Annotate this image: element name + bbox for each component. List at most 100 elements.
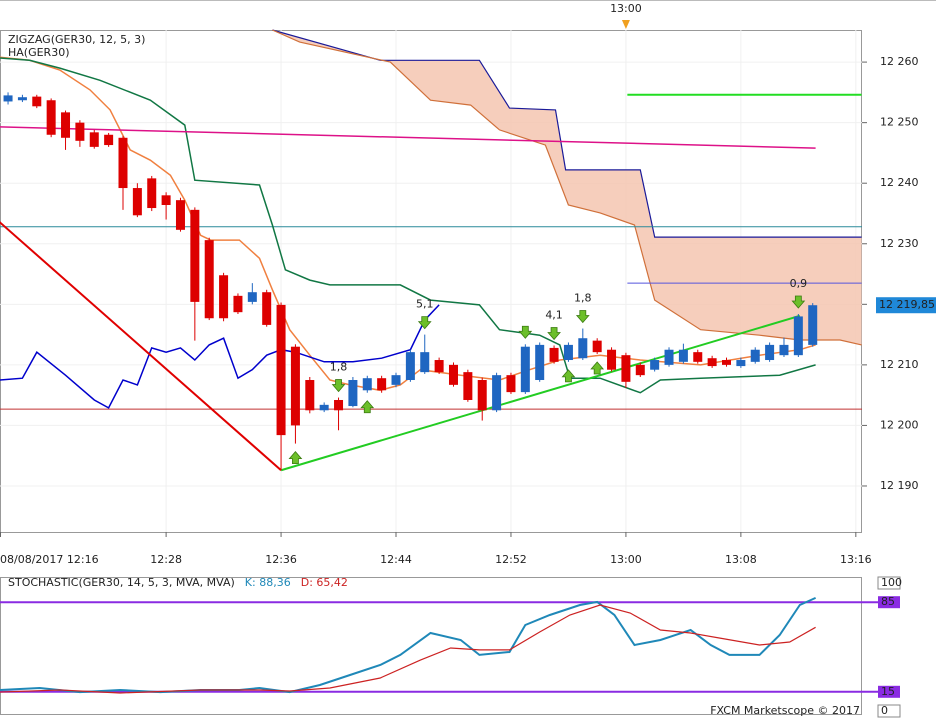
zigzag-segment <box>0 221 282 471</box>
x-tick-label: 13:00 <box>610 553 642 566</box>
candle-body <box>334 399 344 411</box>
candle-body <box>290 346 300 426</box>
candle-body <box>650 360 660 370</box>
candle-body <box>17 97 27 101</box>
candle-body <box>477 380 487 411</box>
candle-body <box>118 137 128 189</box>
candle-body <box>32 96 42 107</box>
candle-body <box>348 380 358 407</box>
candle-body <box>664 349 674 365</box>
time-marker-label: 13:00 <box>610 2 642 15</box>
candle-body <box>535 344 545 381</box>
y-tick-box <box>877 576 901 590</box>
candle-body <box>808 305 818 345</box>
candle-body <box>377 378 387 391</box>
cloud-fill <box>272 30 862 345</box>
candle-body <box>405 352 415 381</box>
time-marker <box>621 20 630 29</box>
legend-entry: D: 65,42 <box>301 576 348 589</box>
candle-body <box>563 344 573 361</box>
signal-label: 1,8 <box>574 292 592 305</box>
candle-body <box>721 360 731 365</box>
signal-arrow-down <box>331 379 346 393</box>
candle-body <box>46 100 56 135</box>
candle-body <box>678 349 688 362</box>
candle-body <box>175 200 185 230</box>
candle-body <box>204 240 214 319</box>
candle-body <box>219 275 229 319</box>
signal-arrow-up <box>561 369 576 383</box>
candle-body <box>621 355 631 382</box>
legend-entry: ZIGZAG(GER30, 12, 5, 3) <box>8 33 145 46</box>
signal-label: 0,9 <box>790 277 808 290</box>
signal-arrow-down <box>518 325 533 339</box>
candle-body <box>420 352 430 373</box>
candle-body <box>750 349 760 362</box>
signal-label: 4,1 <box>545 308 563 321</box>
y-tick-label: 12 230 <box>880 237 919 250</box>
candle-body <box>305 380 315 411</box>
signal-label: 1,8 <box>330 361 348 374</box>
x-tick-label: 12:36 <box>265 553 297 566</box>
x-tick-label: 12:44 <box>380 553 412 566</box>
candle-body <box>262 292 272 325</box>
candle-body <box>578 338 588 359</box>
candle-body <box>75 122 85 141</box>
y-tick-label: 15 <box>881 685 895 698</box>
y-tick-label: 12 190 <box>880 479 919 492</box>
cloud-edge <box>272 29 862 346</box>
y-tick-box <box>878 596 900 609</box>
zigzag-segment <box>280 314 801 472</box>
candle-body <box>793 316 803 356</box>
candle-body <box>520 346 530 393</box>
candle-body <box>635 364 645 376</box>
indicator-line <box>0 57 816 394</box>
signal-arrow-down <box>417 316 432 330</box>
candle-body <box>549 347 559 362</box>
last-price-box <box>876 297 936 314</box>
candle-body <box>161 195 171 206</box>
signal-label: 5,1 <box>416 298 434 311</box>
signal-arrow-down <box>575 310 590 324</box>
candle-body <box>319 404 329 411</box>
candle-body <box>693 352 703 362</box>
candle-body <box>765 344 775 361</box>
candle-body <box>190 209 200 302</box>
candle-body <box>362 378 372 391</box>
candle-body <box>104 134 114 146</box>
x-tick-label: 08/08/2017 12:16 <box>0 553 99 566</box>
candle-body <box>147 178 157 209</box>
candle-body <box>592 340 602 353</box>
legend-entry: K: 88,36 <box>245 576 291 589</box>
signal-arrow-up <box>288 450 303 464</box>
candle-body <box>391 375 401 385</box>
candle-body <box>276 304 286 436</box>
stoch-title: STOCHASTIC(GER30, 14, 5, 3, MVA, MVA) K: … <box>8 576 348 589</box>
footer: FXCM Marketscope © 2017 <box>710 704 860 717</box>
indicator-line <box>0 126 816 149</box>
candle-body <box>463 372 473 400</box>
indicator-line <box>0 56 816 392</box>
candle-body <box>492 375 502 411</box>
signal-arrow-up <box>590 361 605 375</box>
y-tick-label: 12 260 <box>880 55 919 68</box>
x-tick-label: 12:52 <box>495 553 527 566</box>
candle-body <box>61 112 71 138</box>
candle-body <box>233 295 243 313</box>
y-tick-label: 12 240 <box>880 176 919 189</box>
stoch-frame <box>0 577 862 715</box>
candle-body <box>3 95 13 102</box>
indicator-line <box>0 304 440 409</box>
y-tick-label: 100 <box>881 576 902 589</box>
x-tick-label: 12:28 <box>150 553 182 566</box>
y-tick-box <box>878 685 900 698</box>
candle-body <box>247 292 257 302</box>
candle-body <box>707 358 717 367</box>
x-tick-label: 13:16 <box>840 553 872 566</box>
y-tick-label: 12 250 <box>880 116 919 129</box>
cloud-edge <box>272 29 862 238</box>
candle-body <box>779 344 789 356</box>
signal-arrow-down <box>547 327 561 341</box>
candle-body <box>434 360 444 373</box>
